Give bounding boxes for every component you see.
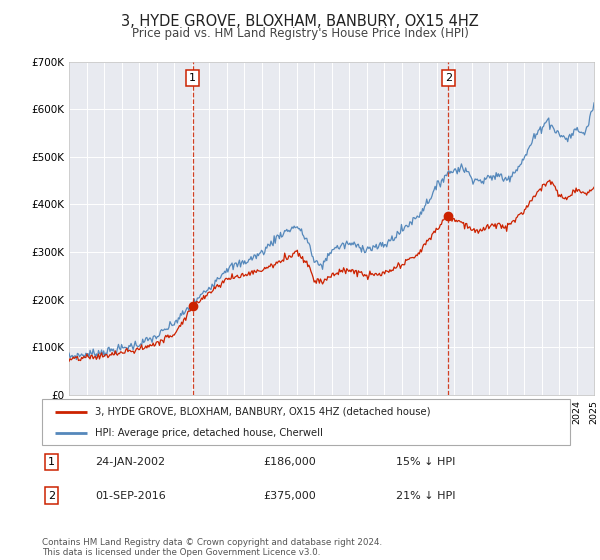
Text: 24-JAN-2002: 24-JAN-2002 — [95, 457, 165, 467]
Text: 21% ↓ HPI: 21% ↓ HPI — [396, 491, 455, 501]
Text: 15% ↓ HPI: 15% ↓ HPI — [396, 457, 455, 467]
Text: Contains HM Land Registry data © Crown copyright and database right 2024.
This d: Contains HM Land Registry data © Crown c… — [42, 538, 382, 557]
Text: Price paid vs. HM Land Registry's House Price Index (HPI): Price paid vs. HM Land Registry's House … — [131, 27, 469, 40]
Text: 01-SEP-2016: 01-SEP-2016 — [95, 491, 166, 501]
Text: 2: 2 — [445, 73, 452, 83]
Text: 3, HYDE GROVE, BLOXHAM, BANBURY, OX15 4HZ: 3, HYDE GROVE, BLOXHAM, BANBURY, OX15 4H… — [121, 14, 479, 29]
Text: HPI: Average price, detached house, Cherwell: HPI: Average price, detached house, Cher… — [95, 428, 323, 438]
Text: 1: 1 — [48, 457, 55, 467]
Text: £186,000: £186,000 — [264, 457, 317, 467]
Text: 2: 2 — [48, 491, 55, 501]
Text: 1: 1 — [189, 73, 196, 83]
Text: £375,000: £375,000 — [264, 491, 317, 501]
FancyBboxPatch shape — [42, 399, 570, 445]
Text: 3, HYDE GROVE, BLOXHAM, BANBURY, OX15 4HZ (detached house): 3, HYDE GROVE, BLOXHAM, BANBURY, OX15 4H… — [95, 407, 430, 417]
